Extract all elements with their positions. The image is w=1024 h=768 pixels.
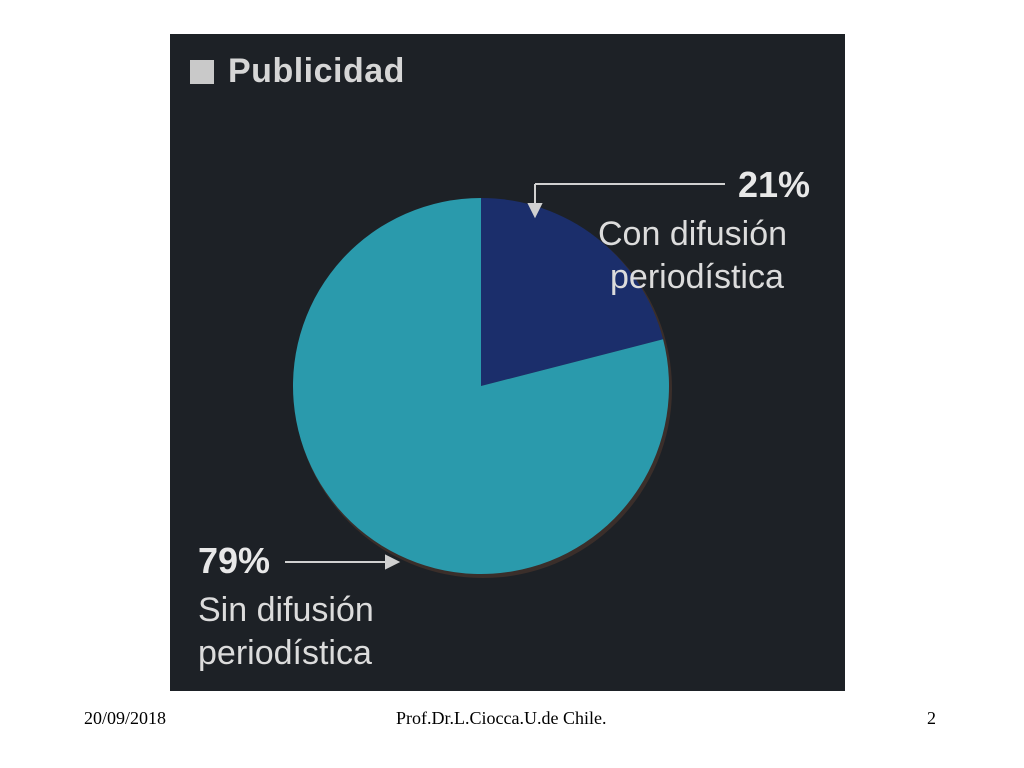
slice-con-difusion [481,198,664,386]
footer-author: Prof.Dr.L.Ciocca.U.de Chile. [396,708,607,728]
slice-sin-difusion [292,198,669,574]
footer-date: 20/09/2018 [84,708,167,728]
pie-chart [285,183,725,578]
slice-sin-difusion-label-1: Sin difusión [198,591,374,629]
slice-con-difusion-label-2: periodística [610,258,784,296]
slice-sin-difusion-label-2: periodística [198,634,372,672]
chart-panel: Publicidad 21% Con difusión periodística… [170,34,845,691]
arrow-con-difusion-head [527,203,543,219]
slice-con-difusion-label-1: Con difusión [598,215,788,253]
chart-title: Publicidad [228,52,405,90]
slice-sin-difusion-percent: 79% [198,540,271,581]
title-square-icon [190,60,214,84]
slice-con-difusion-percent: 21% [738,164,811,205]
footer-page-number: 2 [927,708,936,728]
arrow-sin-difusion-head [385,554,401,570]
